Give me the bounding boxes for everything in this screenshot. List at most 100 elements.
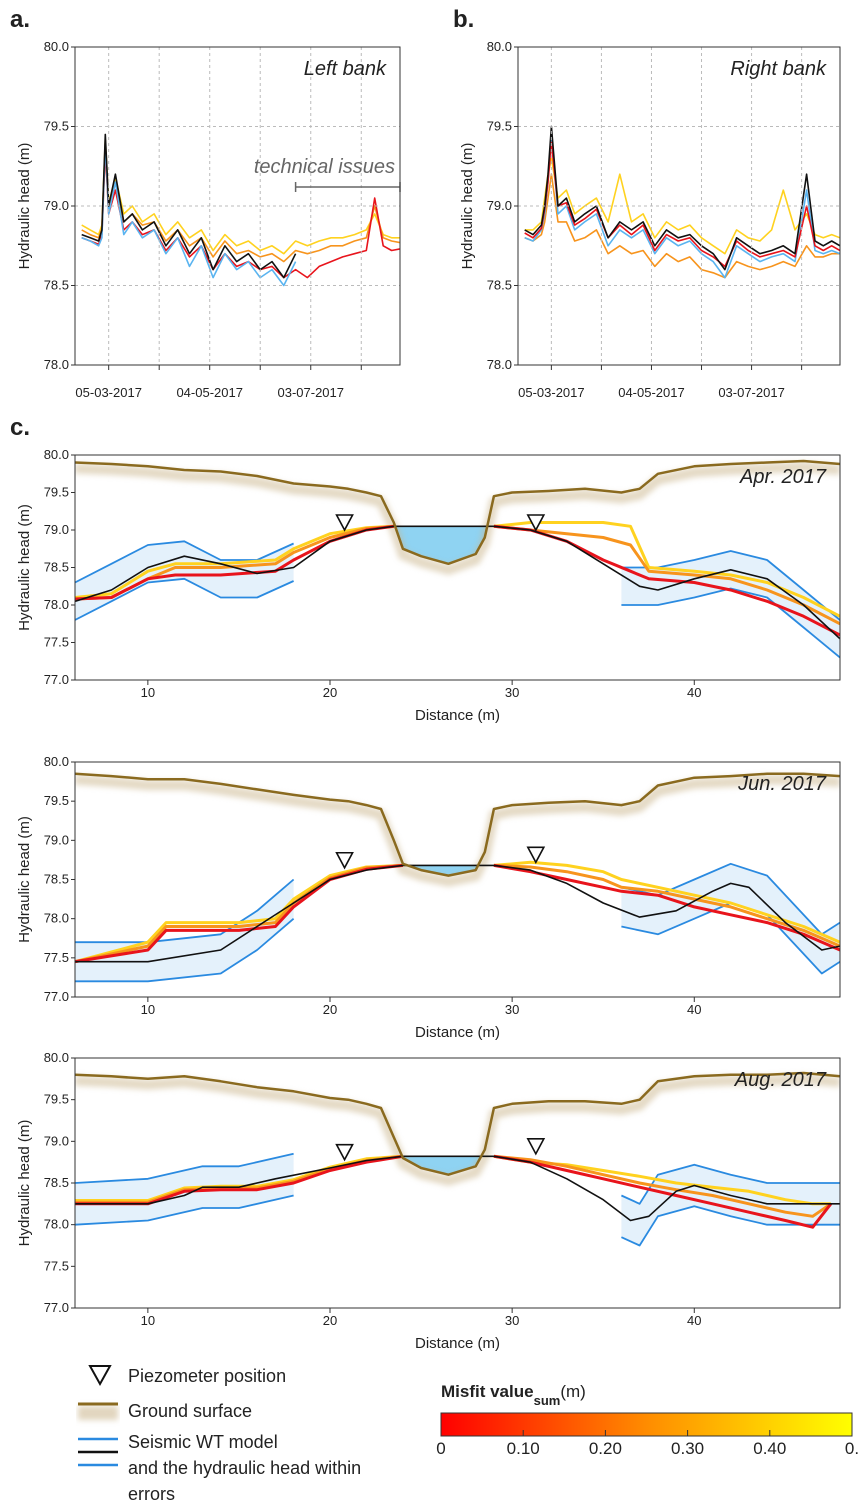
x-tick-label: 30 [505,685,519,700]
y-tick-label: 77.5 [44,1258,69,1273]
y-tick-label: 78.0 [44,1217,69,1232]
legend-label: Ground surface [128,1401,252,1421]
y-tick-label: 80.0 [44,447,69,462]
piezometer [335,851,354,870]
x-tick-label: 04-05-2017 [176,385,243,400]
colorbar-tick-label: 0.30 [671,1439,704,1458]
legend: Piezometer position Ground surface Seism… [78,1365,361,1504]
piezometer [335,1143,354,1162]
ground-shadow [75,774,840,887]
ground-surface [75,772,840,877]
series-line [81,133,297,279]
y-tick-label: 77.5 [44,950,69,965]
chart-panel: 77.0 77.5 78.0 78.5 79.0 79.5 80.0 10 20 30 40 Aug.… [16,1050,841,1352]
legend-ground-shadow [78,1406,118,1420]
plot-frame [74,1057,841,1309]
colorbar [440,1412,853,1437]
x-tick-label: 05-03-2017 [518,385,585,400]
x-tick-label: 30 [505,1313,519,1328]
x-tick-label: 05-03-2017 [75,385,142,400]
ground-surface [75,1071,840,1176]
annotation-text: technical issues [254,156,395,178]
series-line [524,141,840,268]
y-tick-label: 79.0 [487,198,512,213]
x-tick-label: 10 [141,1002,155,1017]
plot-frame [517,46,841,366]
y-tick-label: 80.0 [487,39,512,54]
y-tick-label: 78.0 [487,357,512,372]
y-tick-label: 80.0 [44,754,69,769]
ground-surface [75,459,840,566]
colorbar-tick-label: 0 [436,1439,445,1458]
x-axis-label: Distance (m) [415,1024,500,1041]
y-tick-label: 79.5 [44,793,69,808]
plot-area [81,133,400,287]
panel-label: c. [10,414,30,441]
x-tick-label: 30 [505,1002,519,1017]
y-axis-label: Hydraulic head (m) [16,816,33,943]
colorbar-tick-label: 0.20 [589,1439,622,1458]
x-tick-label: 40 [687,1313,701,1328]
x-tick-label: 20 [323,1313,337,1328]
chart-panel: 78.0 78.5 79.0 79.5 80.0 05-03-2017 04-05-2017… [10,6,401,400]
y-tick-label: 77.5 [44,635,69,650]
y-tick-label: 77.0 [44,672,69,687]
colorbar-tick-label: 0.40 [753,1439,786,1458]
legend-label: errors [128,1484,175,1504]
y-tick-label: 78.5 [487,278,512,293]
x-tick-label: 20 [323,685,337,700]
error-band-upper [75,1152,840,1205]
panel-title: Apr. 2017 [739,466,827,488]
plot-area [75,1071,840,1247]
series-line [75,863,840,964]
series-line [524,157,840,255]
y-tick-label: 79.0 [44,832,69,847]
y-axis-label: Hydraulic head (m) [16,143,33,270]
ground-shadow [75,1073,840,1186]
x-tick-label: 03-07-2017 [718,385,785,400]
y-tick-label: 78.0 [44,597,69,612]
colorbar-tick-label: 0.10 [507,1439,540,1458]
piezometer [526,846,546,864]
x-tick-label: 40 [687,1002,701,1017]
legend-piezometer-icon [88,1365,112,1387]
piezometer [526,514,546,532]
y-tick-label: 78.0 [44,357,69,372]
x-tick-label: 20 [323,1002,337,1017]
x-tick-label: 10 [141,685,155,700]
series-line [524,125,840,271]
plot-area [75,772,840,983]
error-band-fill [75,1153,840,1246]
piezometer [335,514,354,532]
y-tick-label: 80.0 [44,39,69,54]
y-tick-label: 79.5 [44,1092,69,1107]
legend-label: Seismic WT model [128,1432,278,1452]
error-band-lower [75,1194,840,1247]
y-tick-label: 79.5 [44,119,69,134]
colorbar-title: Misfit valuesum(m) [441,1382,586,1408]
x-tick-label: 03-07-2017 [278,385,345,400]
y-axis-label: Hydraulic head (m) [459,143,476,270]
colorbar-title-text: Misfit value [441,1382,534,1401]
y-tick-label: 79.5 [44,485,69,500]
plot-frame [74,46,401,366]
colorbar-subscript: sum [534,1393,561,1408]
x-axis-label: Distance (m) [415,707,500,724]
y-tick-label: 77.0 [44,1300,69,1315]
y-tick-label: 79.0 [44,198,69,213]
y-axis-label: Hydraulic head (m) [16,504,33,631]
y-tick-label: 78.0 [44,911,69,926]
ground-shadow [75,461,840,576]
x-axis-label: Distance (m) [415,1335,500,1352]
piezometer [526,1138,546,1156]
y-tick-label: 78.5 [44,872,69,887]
plot-area [524,125,840,279]
panel-title: Jun. 2017 [737,773,827,795]
y-tick-label: 80.0 [44,1050,69,1065]
panel-title: Left bank [304,58,387,80]
model-line [75,1155,840,1222]
plot-frame [74,761,841,998]
y-tick-label: 78.5 [44,1175,69,1190]
panel-title: Aug. 2017 [734,1069,827,1091]
